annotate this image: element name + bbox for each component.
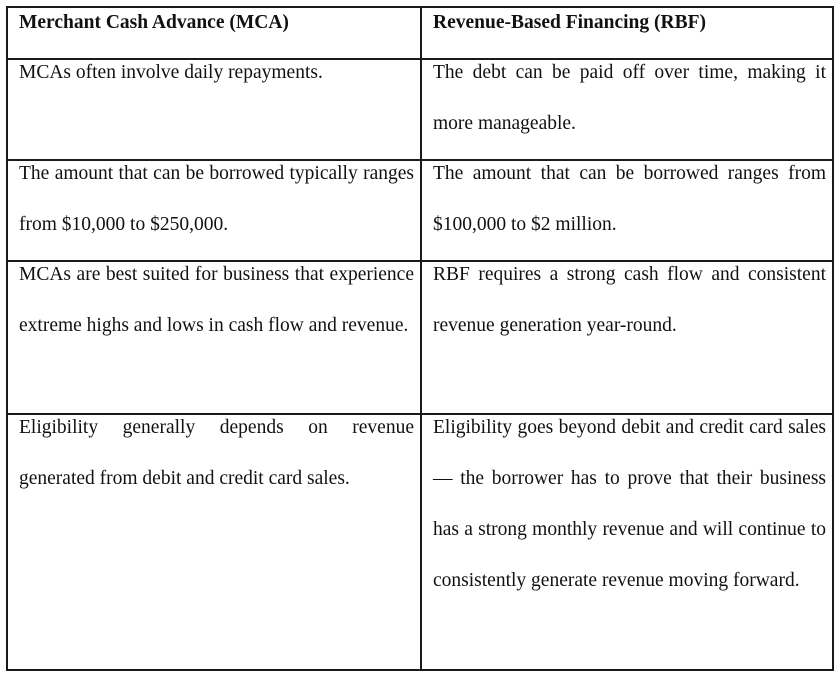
cell-rbf: The amount that can be borrowed ranges f… <box>420 159 834 262</box>
table-row: Eligibility generally depends on revenue… <box>6 413 834 671</box>
cell-mca: Eligibility generally depends on revenue… <box>6 413 422 671</box>
cell-mca: MCAs are best suited for business that e… <box>6 260 422 415</box>
header-row: Merchant Cash Advance (MCA) Revenue-Base… <box>6 6 834 60</box>
table-row: MCAs are best suited for business that e… <box>6 260 834 415</box>
cell-rbf: Eligibility goes beyond debit and credit… <box>420 413 834 671</box>
table-row: The amount that can be borrowed typicall… <box>6 159 834 262</box>
comparison-table: Merchant Cash Advance (MCA) Revenue-Base… <box>6 6 834 671</box>
cell-text: The amount that can be borrowed typicall… <box>19 163 414 235</box>
cell-text: Eligibility goes beyond debit and credit… <box>433 417 826 591</box>
header-rbf: Revenue-Based Financing (RBF) <box>420 6 834 60</box>
table-row: MCAs often involve daily repayments. The… <box>6 58 834 161</box>
cell-mca: MCAs often involve daily repayments. <box>6 58 422 161</box>
header-mca: Merchant Cash Advance (MCA) <box>6 6 422 60</box>
cell-text: MCAs are best suited for business that e… <box>19 264 414 336</box>
cell-rbf: The debt can be paid off over time, maki… <box>420 58 834 161</box>
cell-text: The debt can be paid off over time, maki… <box>433 62 826 134</box>
cell-rbf: RBF requires a strong cash flow and cons… <box>420 260 834 415</box>
cell-text: RBF requires a strong cash flow and cons… <box>433 264 826 336</box>
cell-text: Eligibility generally depends on revenue… <box>19 417 414 489</box>
cell-mca: The amount that can be borrowed typicall… <box>6 159 422 262</box>
table-header: Merchant Cash Advance (MCA) Revenue-Base… <box>6 6 834 60</box>
cell-text: The amount that can be borrowed ranges f… <box>433 163 826 235</box>
cell-text: MCAs often involve daily repayments. <box>19 62 323 83</box>
table-body: MCAs often involve daily repayments. The… <box>6 58 834 671</box>
